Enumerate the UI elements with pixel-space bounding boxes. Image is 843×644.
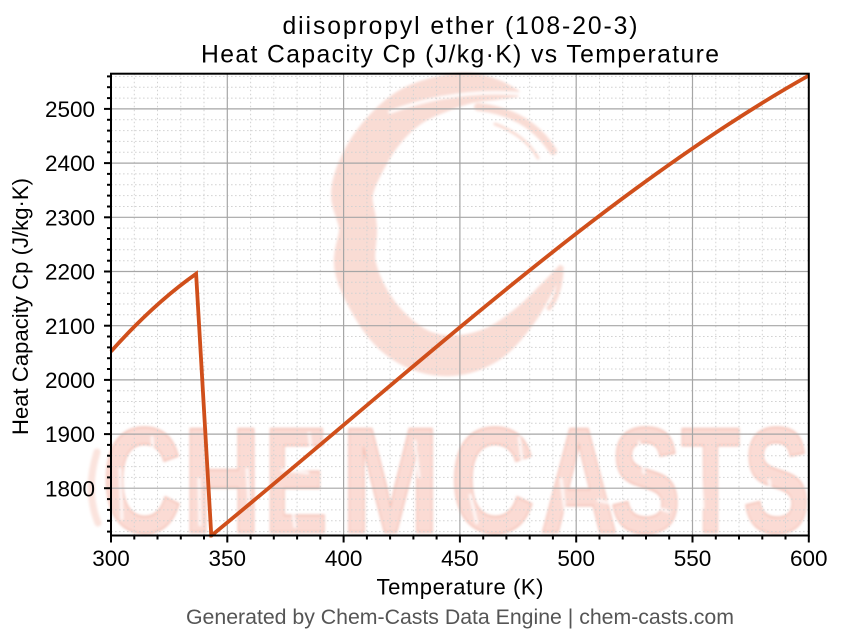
svg-text:1900: 1900 <box>45 422 95 447</box>
svg-text:diisopropyl ether (108-20-3): diisopropyl ether (108-20-3) <box>283 13 638 40</box>
svg-text:Generated by Chem-Casts Data E: Generated by Chem-Casts Data Engine | ch… <box>186 605 734 629</box>
svg-text:600: 600 <box>790 546 828 571</box>
svg-text:C: C <box>450 396 535 564</box>
svg-text:400: 400 <box>325 546 363 571</box>
svg-text:S: S <box>743 396 810 564</box>
svg-text:Temperature (K): Temperature (K) <box>377 574 544 599</box>
svg-text:350: 350 <box>209 546 247 571</box>
svg-text:Heat Capacity Cp (J/kg·K): Heat Capacity Cp (J/kg·K) <box>8 178 33 435</box>
svg-text:A: A <box>540 396 618 564</box>
svg-text:H: H <box>183 396 261 564</box>
svg-text:S: S <box>610 396 681 564</box>
svg-text:550: 550 <box>674 546 712 571</box>
svg-text:E: E <box>264 396 328 564</box>
svg-text:500: 500 <box>557 546 595 571</box>
svg-text:2500: 2500 <box>45 97 95 122</box>
svg-text:2200: 2200 <box>45 260 95 285</box>
svg-text:Heat Capacity Cp (J/kg·K) vs T: Heat Capacity Cp (J/kg·K) vs Temperature <box>201 42 719 69</box>
svg-text:T: T <box>681 396 740 564</box>
svg-text:300: 300 <box>92 546 130 571</box>
svg-text:450: 450 <box>441 546 479 571</box>
svg-text:2000: 2000 <box>45 368 95 393</box>
svg-text:2300: 2300 <box>45 205 95 230</box>
svg-text:C: C <box>102 396 182 564</box>
svg-text:2100: 2100 <box>45 314 95 339</box>
svg-text:1800: 1800 <box>45 476 95 501</box>
svg-text:2400: 2400 <box>45 151 95 176</box>
